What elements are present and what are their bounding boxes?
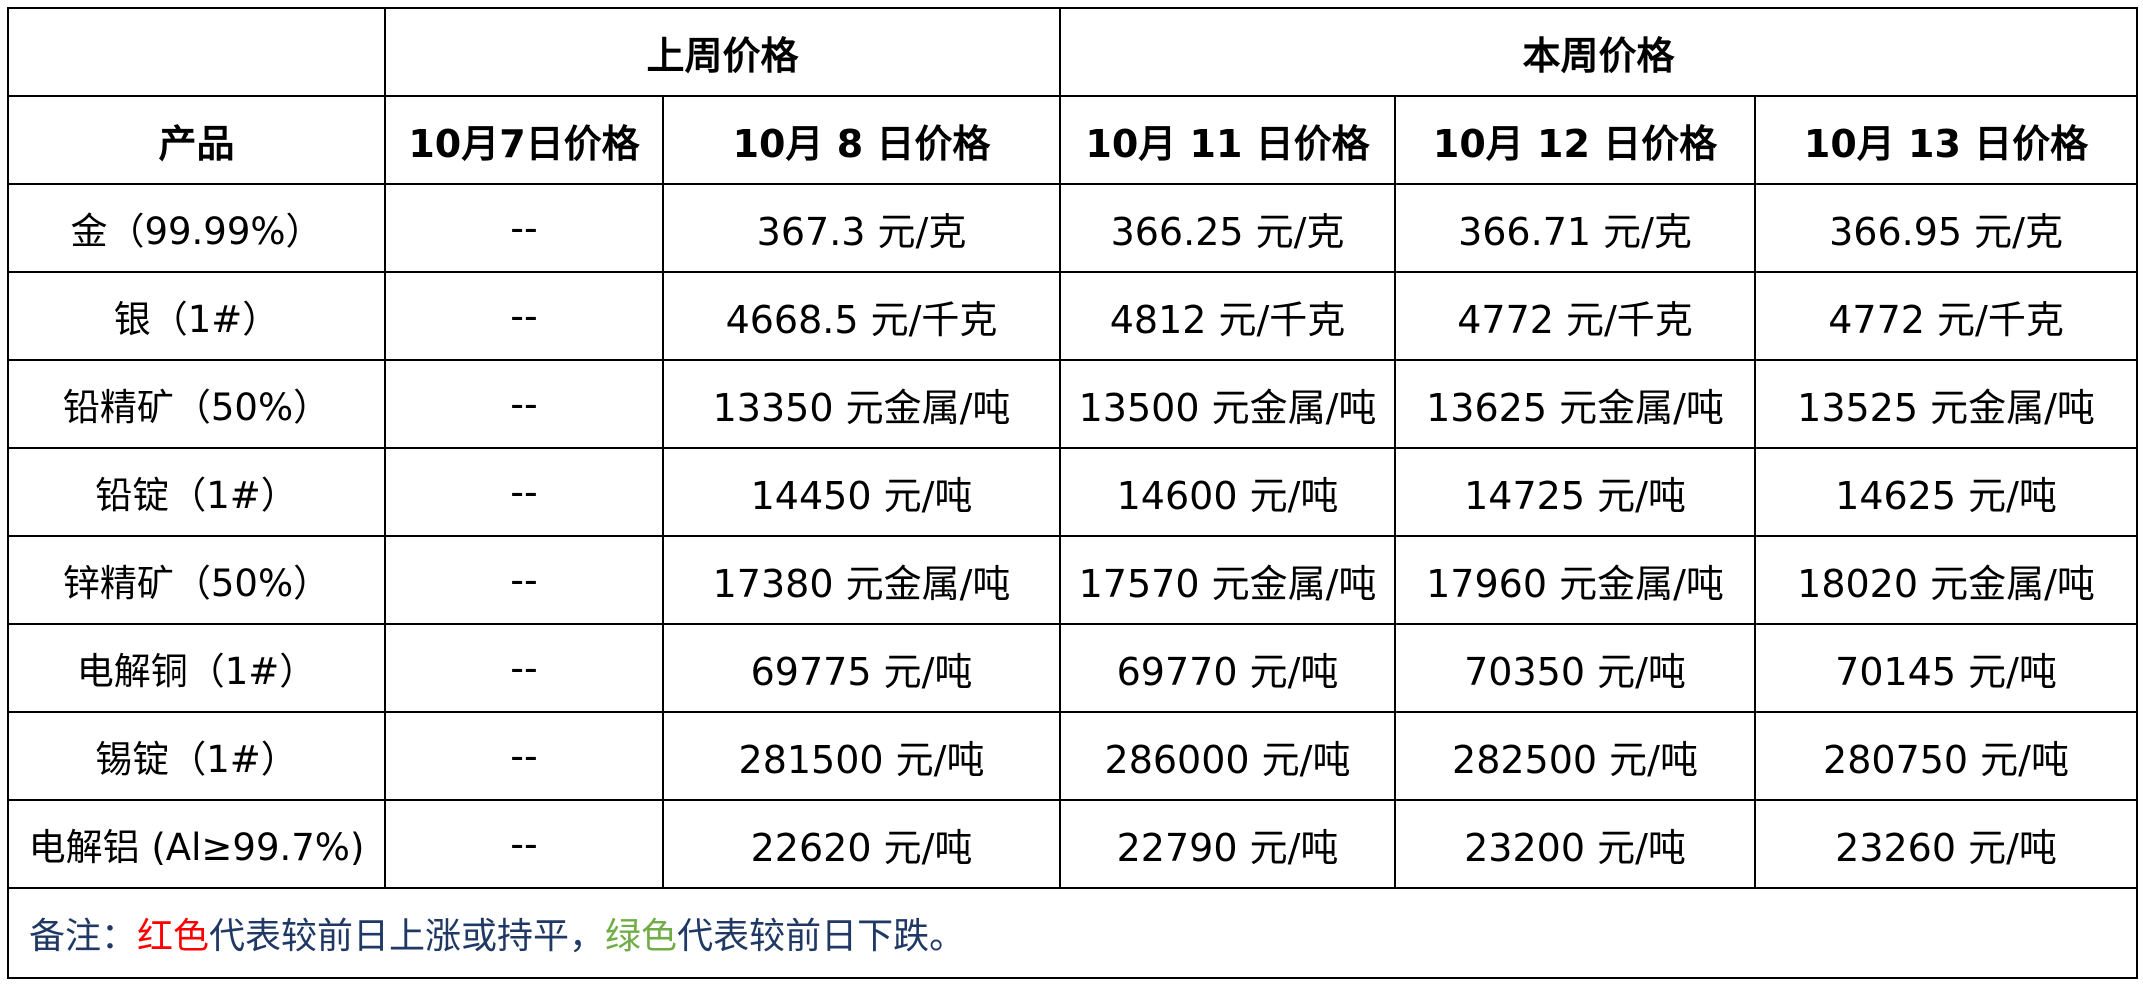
price-cell: 13625 元金属/吨 [1394, 359, 1757, 449]
price-cell: 4668.5 元/千克 [661, 271, 1062, 361]
price-cell: -- [384, 359, 664, 449]
header-product: 产品 [7, 95, 386, 185]
price-cell: 14625 元/吨 [1754, 447, 2139, 537]
price-cell: 282500 元/吨 [1394, 711, 1757, 801]
price-cell: -- [384, 623, 664, 713]
table-row: 锌精矿（50%） -- 17380 元金属/吨 17570 元金属/吨 17960 元金… [7, 535, 2139, 625]
price-cell: 367.3 元/克 [661, 183, 1062, 273]
price-cell: -- [384, 183, 664, 273]
price-cell: 14600 元/吨 [1059, 447, 1397, 537]
note-red-meaning: 代表较前日上涨或持平， [209, 916, 606, 957]
header-row-dates: 产品 10月7日价格 10月 8 日价格 10月 11 日价格 10月 12 日… [7, 95, 2139, 185]
note-green-word: 绿色 [605, 916, 678, 957]
price-cell: 14725 元/吨 [1394, 447, 1757, 537]
table-row: 电解铝 (Al≥99.7%) -- 22620 元/吨 22790 元/吨 23200 … [7, 799, 2139, 889]
product-name-cell: 锡锭（1#） [7, 711, 386, 801]
price-table: 上周价格 本周价格 产品 10月7日价格 10月 8 日价格 10月 11 日价… [6, 7, 2139, 979]
header-blank-cell [7, 7, 386, 97]
price-cell: 22790 元/吨 [1059, 799, 1397, 889]
header-row-weeks: 上周价格 本周价格 [7, 7, 2139, 97]
price-cell: 4772 元/千克 [1394, 271, 1757, 361]
price-cell: 366.95 元/克 [1754, 183, 2139, 273]
table-row: 电解铜（1#） -- 69775 元/吨 69770 元/吨 70350 元/吨 7014… [7, 623, 2139, 713]
price-cell: 13525 元金属/吨 [1754, 359, 2139, 449]
table-row: 金（99.99%） -- 367.3 元/克 366.25 元/克 366.71 元/克… [7, 183, 2139, 273]
price-cell: 366.71 元/克 [1394, 183, 1757, 273]
price-cell: 4772 元/千克 [1754, 271, 2139, 361]
header-date: 10月 11 日价格 [1059, 95, 1397, 185]
note-cell: 备注：红色代表较前日上涨或持平，绿色代表较前日下跌。 [6, 887, 2139, 979]
product-name-cell: 银（1#） [7, 271, 386, 361]
price-cell: 13500 元金属/吨 [1059, 359, 1397, 449]
price-cell: 70145 元/吨 [1754, 623, 2139, 713]
price-cell: 18020 元金属/吨 [1754, 535, 2139, 625]
price-cell: 4812 元/千克 [1059, 271, 1397, 361]
header-date: 10月 13 日价格 [1754, 95, 2139, 185]
product-name-cell: 铅精矿（50%） [7, 359, 386, 449]
header-this-week: 本周价格 [1059, 7, 2139, 97]
table-row: 锡锭（1#） -- 281500 元/吨 286000 元/吨 282500 元/吨 28… [7, 711, 2139, 801]
product-name-cell: 锌精矿（50%） [7, 535, 386, 625]
price-cell: 281500 元/吨 [661, 711, 1062, 801]
price-cell: 17960 元金属/吨 [1394, 535, 1757, 625]
price-cell: 69770 元/吨 [1059, 623, 1397, 713]
price-cell: 22620 元/吨 [661, 799, 1062, 889]
price-cell: -- [384, 447, 664, 537]
price-cell: 13350 元金属/吨 [661, 359, 1062, 449]
note-row: 备注：红色代表较前日上涨或持平，绿色代表较前日下跌。 [6, 887, 2139, 979]
price-cell: 23200 元/吨 [1394, 799, 1757, 889]
product-name-cell: 电解铝 (Al≥99.7%) [7, 799, 386, 889]
price-cell: -- [384, 799, 664, 889]
price-cell: 70350 元/吨 [1394, 623, 1757, 713]
price-cell: 280750 元/吨 [1754, 711, 2139, 801]
header-date: 10月7日价格 [384, 95, 664, 185]
product-name-cell: 铅锭（1#） [7, 447, 386, 537]
note-prefix: 备注： [29, 916, 138, 957]
price-cell: 17380 元金属/吨 [661, 535, 1062, 625]
price-cell: 23260 元/吨 [1754, 799, 2139, 889]
product-name-cell: 电解铜（1#） [7, 623, 386, 713]
price-cell: 14450 元/吨 [661, 447, 1062, 537]
note-red-word: 红色 [137, 916, 210, 957]
table-row: 银（1#） -- 4668.5 元/千克 4812 元/千克 4772 元/千克 4772… [7, 271, 2139, 361]
price-cell: 366.25 元/克 [1059, 183, 1397, 273]
price-cell: 17570 元金属/吨 [1059, 535, 1397, 625]
header-date: 10月 12 日价格 [1394, 95, 1757, 185]
table-row: 铅精矿（50%） -- 13350 元金属/吨 13500 元金属/吨 13625 元金… [7, 359, 2139, 449]
product-name-cell: 金（99.99%） [7, 183, 386, 273]
price-cell: -- [384, 271, 664, 361]
price-cell: -- [384, 711, 664, 801]
table-row: 铅锭（1#） -- 14450 元/吨 14600 元/吨 14725 元/吨 14625… [7, 447, 2139, 537]
note-green-meaning: 代表较前日下跌。 [677, 916, 966, 957]
price-cell: 286000 元/吨 [1059, 711, 1397, 801]
header-date: 10月 8 日价格 [661, 95, 1062, 185]
price-cell: 69775 元/吨 [661, 623, 1062, 713]
header-last-week: 上周价格 [383, 7, 1062, 97]
price-cell: -- [384, 535, 664, 625]
